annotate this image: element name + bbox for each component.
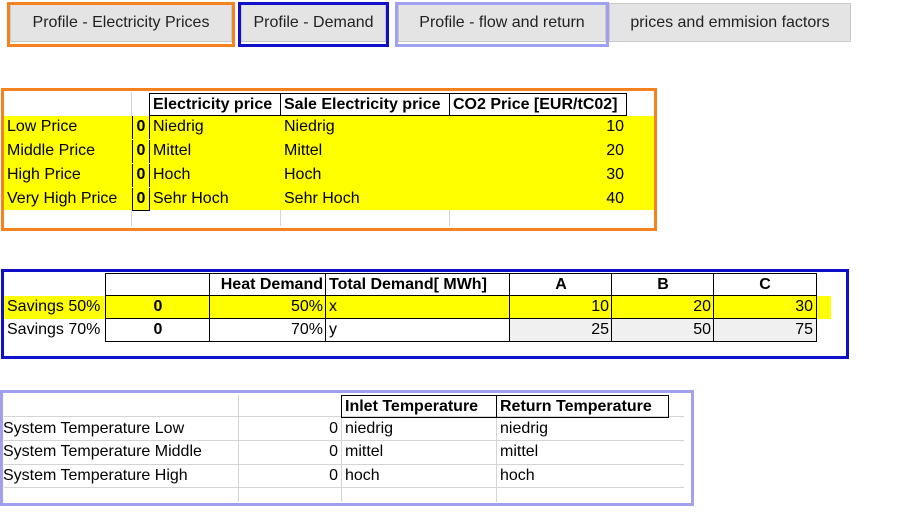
tab-label: Profile - flow and return: [419, 13, 585, 31]
sale-price-cell: Sehr Hoch: [284, 190, 360, 207]
total-demand-cell: y: [325, 319, 510, 342]
co2-price-cell: 40: [606, 190, 624, 207]
flag-cell: 0: [132, 188, 150, 211]
gridline: [238, 395, 239, 502]
row-label-system-temperature-low: System Temperature Low: [3, 420, 185, 437]
flag-cell: 0: [132, 164, 150, 187]
gridline: [341, 416, 342, 502]
electricity-price-cell: Sehr Hoch: [153, 190, 229, 207]
tab-profile-electricity-prices[interactable]: Profile - Electricity Prices: [10, 3, 232, 42]
electricity-price-cell: Mittel: [153, 142, 192, 159]
inlet-temperature-cell: mittel: [345, 443, 384, 460]
gridline: [4, 487, 684, 488]
gridline: [449, 210, 450, 226]
header-c: C: [713, 273, 817, 296]
heat-demand-cell: 50%: [209, 296, 326, 319]
row-label-system-temperature-middle: System Temperature Middle: [3, 443, 202, 460]
sale-price-cell: Hoch: [284, 166, 322, 183]
gridline: [496, 416, 497, 502]
tab-label: Profile - Electricity Prices: [32, 13, 210, 31]
flag-cell: 0: [105, 296, 210, 319]
value-a-cell: 10: [509, 296, 612, 319]
value-b-cell: 50: [611, 319, 714, 342]
electricity-price-cell: Hoch: [153, 166, 191, 183]
value-c-cell: 30: [713, 296, 817, 319]
value-b-cell: 20: [611, 296, 714, 319]
gridline: [280, 210, 281, 226]
highlight-band: [4, 116, 654, 210]
co2-price-cell: 10: [606, 118, 624, 135]
header-blank: [105, 273, 210, 296]
total-demand-cell: x: [325, 296, 510, 319]
row-label-high-price: High Price: [7, 166, 81, 183]
gridline: [4, 416, 684, 417]
flag-cell: 0: [132, 116, 150, 139]
return-temperature-cell: hoch: [500, 467, 535, 484]
header-inlet-temperature: Inlet Temperature: [341, 395, 497, 418]
value-c-cell: 75: [713, 319, 817, 342]
flag-cell: 0: [132, 140, 150, 163]
flag-cell: 0: [329, 420, 338, 437]
return-temperature-cell: niedrig: [500, 420, 549, 437]
header-heat-demand: Heat Demand: [209, 273, 326, 296]
header-return-temperature: Return Temperature: [496, 395, 669, 418]
header-a: A: [509, 273, 612, 296]
co2-price-cell: 30: [606, 166, 624, 183]
tab-profile-flow-and-return[interactable]: Profile - flow and return: [398, 3, 606, 42]
inlet-temperature-cell: niedrig: [345, 420, 394, 437]
co2-price-cell: 20: [606, 142, 624, 159]
sale-price-cell: Niedrig: [284, 118, 335, 135]
header-sale-electricity-price: Sale Electricity price: [280, 93, 450, 116]
electricity-price-cell: Niedrig: [153, 118, 204, 135]
inlet-temperature-cell: hoch: [345, 467, 380, 484]
header-total-demand: Total Demand[ MWh]: [325, 273, 510, 296]
header-electricity-price: Electricity price: [149, 93, 281, 116]
flag-cell: 0: [329, 443, 338, 460]
flag-cell: 0: [105, 319, 210, 342]
heat-demand-cell: 70%: [209, 319, 326, 342]
tab-label: Profile - Demand: [253, 13, 374, 31]
value-a-cell: 25: [509, 319, 612, 342]
tab-profile-demand[interactable]: Profile - Demand: [241, 3, 386, 42]
row-label-low-price: Low Price: [7, 118, 78, 135]
header-b: B: [611, 273, 714, 296]
row-label-middle-price: Middle Price: [7, 142, 96, 159]
row-label-very-high-price: Very High Price: [7, 190, 118, 207]
highlight-band: [817, 296, 831, 319]
gridline: [4, 464, 684, 465]
row-label-savings-50: Savings 50%: [4, 296, 106, 319]
tab-prices-and-emission-factors[interactable]: prices and emmision factors: [609, 3, 851, 42]
gridline: [4, 440, 684, 441]
row-label-system-temperature-high: System Temperature High: [3, 467, 188, 484]
flag-cell: 0: [329, 467, 338, 484]
header-co2-price: CO2 Price [EUR/tC02]: [449, 93, 627, 116]
tab-label: prices and emmision factors: [630, 13, 830, 31]
row-label-savings-70: Savings 70%: [7, 321, 101, 338]
sale-price-cell: Mittel: [284, 142, 323, 159]
return-temperature-cell: mittel: [500, 443, 539, 460]
